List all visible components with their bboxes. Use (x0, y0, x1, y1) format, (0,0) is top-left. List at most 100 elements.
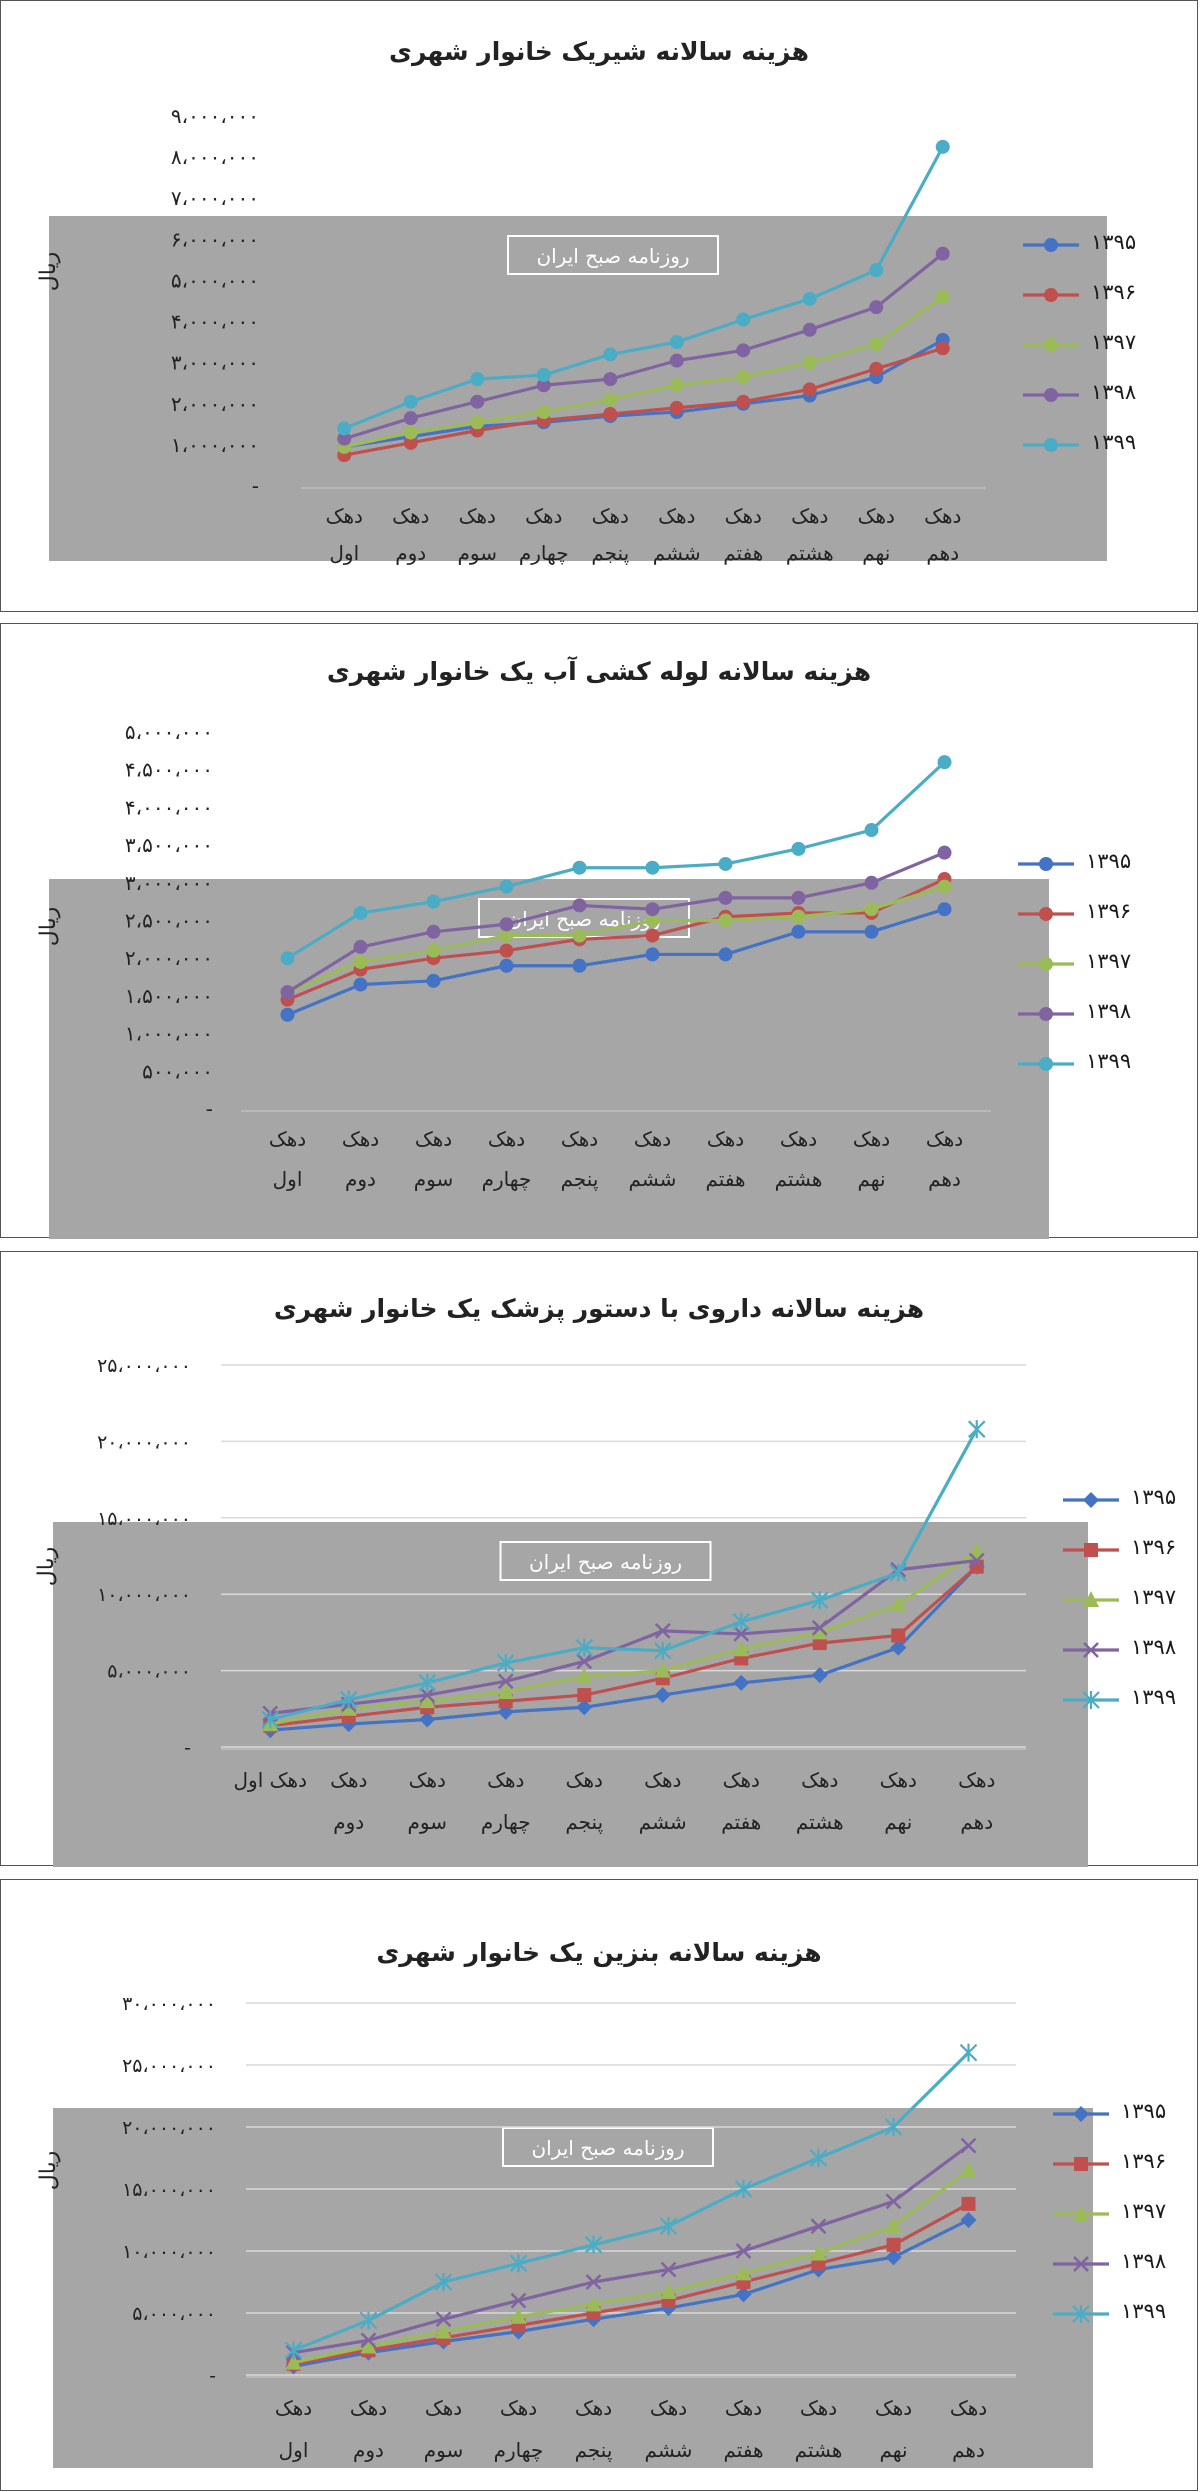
data-point (284, 2341, 303, 2360)
data-point (497, 1682, 514, 1699)
data-point (734, 2180, 753, 2198)
data-point (669, 378, 684, 393)
data-point (810, 1591, 829, 1610)
legend-label: ۱۳۹۶ (1091, 280, 1137, 304)
series-line (293, 2144, 970, 2355)
x-tick-label: دهک (926, 1127, 963, 1151)
data-point (935, 289, 950, 304)
data-point (496, 1653, 515, 1672)
data-point (645, 902, 660, 917)
data-point (968, 1552, 985, 1569)
watermark-label-box (507, 235, 719, 275)
y-axis-ticks: ۳۰،۰۰۰،۰۰۰ ۲۵،۰۰۰،۰۰۰ ۲۰،۰۰۰،۰۰۰ ۱۵،۰۰۰،۰۰۰… (122, 1993, 1016, 2387)
y-tick-label: ۲،۰۰۰،۰۰۰ (125, 946, 213, 970)
chart-2-svg: روزنامه صبح ایران ۵،۰۰۰،۰۰۰ ۴،۵۰۰،۰۰۰ ۴،۰۰۰… (49, 720, 1049, 1239)
y-tick-label: ۸،۰۰۰،۰۰۰ (171, 145, 259, 169)
data-point (419, 1711, 436, 1728)
x-tick-label: اول (329, 541, 359, 565)
data-point (603, 372, 618, 387)
data-point (718, 856, 733, 871)
chart-2-title: هزینه سالانه لوله کشی آب یک خانوار شهری (326, 657, 872, 686)
y-tick-label: ۱۵،۰۰۰،۰۰۰ (122, 2179, 216, 2201)
series-3 (262, 1542, 985, 1732)
legend-swatch (1063, 1591, 1119, 1607)
data-point (659, 2217, 678, 2236)
data-point (585, 2274, 602, 2290)
data-point (360, 2337, 377, 2354)
legend-label: ۱۳۹۸ (1086, 999, 1132, 1023)
x-tick-label: دهک (880, 1768, 917, 1792)
data-point (435, 2311, 452, 2328)
data-point (890, 1595, 907, 1612)
legend-marker (1084, 1543, 1098, 1557)
data-point (280, 985, 295, 1000)
legend-swatch (1053, 2106, 1109, 2122)
data-point (733, 1640, 750, 1657)
legend-swatch (1023, 388, 1079, 402)
chart-3-svg: روزنامه صبح ایران ۲۵،۰۰۰،۰۰۰ ۲۰،۰۰۰،۰۰۰ ۱۵،… (53, 1355, 1088, 1867)
data-point (960, 2161, 977, 2178)
series-line (293, 2169, 970, 2365)
legend-label: ۱۳۹۹ (1086, 1049, 1132, 1073)
watermark: روزنامه صبح ایران (49, 879, 1049, 1239)
y-axis-ticks: ۲۵،۰۰۰،۰۰۰ ۲۰،۰۰۰،۰۰۰ ۱۵،۰۰۰،۰۰۰ ۱۰،۰۰۰،۰۰۰… (97, 1355, 1026, 1759)
x-tick-label: دهک (566, 1768, 603, 1792)
legend-marker (1039, 1007, 1053, 1021)
x-tick-label: دهک (801, 1768, 838, 1792)
data-point (499, 943, 514, 958)
series-line (293, 2202, 970, 2366)
x-axis-ticks: دهک اول دهک دوم دهک سوم دهک چهارم دهک پنجم دهک ششم د… (275, 2396, 987, 2463)
watermark-label-box (499, 1541, 712, 1581)
watermark-band (49, 879, 1049, 1239)
data-point (937, 755, 952, 770)
x-tick-label: دهک (415, 1127, 452, 1151)
data-point (603, 407, 618, 422)
chart-panel-1: روزنامه صبح ایران ۹،۰۰۰،۰۰۰ ۸،۰۰۰،۰۰۰ ۷،۰۰۰… (0, 0, 1198, 612)
data-point (353, 905, 368, 920)
legend-swatch (1018, 957, 1074, 971)
data-point (426, 943, 441, 958)
data-point (811, 1619, 828, 1636)
x-axis-ticks: دهک اول دهک دوم دهک سوم دهک چهارم دهک پنجم دهک ششم… (234, 1768, 996, 1835)
y-tick-label: - (206, 1097, 213, 1121)
x-tick-label: دهک (275, 2396, 312, 2420)
y-tick-label: - (252, 474, 259, 498)
data-point (736, 312, 751, 327)
legend-marker (1073, 2256, 1089, 2272)
data-point (733, 1674, 750, 1691)
y-tick-label: ۵،۰۰۰،۰۰۰ (125, 720, 213, 744)
data-point (791, 841, 806, 856)
data-point (864, 823, 879, 838)
x-tick-label: ششم (629, 1167, 677, 1191)
y-axis-ticks: ۵،۰۰۰،۰۰۰ ۴،۵۰۰،۰۰۰ ۴،۰۰۰،۰۰۰ ۳،۵۰۰،۰۰۰ ۳،۰۰… (125, 720, 213, 1121)
x-tick-label: دهک (875, 2396, 912, 2420)
legend-marker (1083, 1642, 1099, 1658)
x-tick-label: دهک (780, 1127, 817, 1151)
x-tick-label: دهک (326, 504, 363, 528)
legend-marker (1072, 2305, 1090, 2323)
chart-3-title: هزینه سالانه داروی با دستور پزشک یک خانو… (273, 1294, 925, 1323)
data-point (499, 958, 514, 973)
data-point (935, 139, 950, 154)
data-point (735, 2286, 752, 2303)
data-point (280, 1007, 295, 1022)
x-tick-label: دهک (958, 1768, 995, 1792)
legend-swatch (1023, 288, 1079, 302)
series-line (343, 346, 944, 457)
data-point (791, 909, 806, 924)
data-point (426, 973, 441, 988)
series-5 (261, 1420, 986, 1729)
legend-marker (1044, 438, 1058, 452)
x-tick-label: دهک (269, 1127, 306, 1151)
data-point (802, 322, 817, 337)
data-point (669, 400, 684, 415)
watermark: روزنامه صبح ایران (49, 216, 1107, 561)
legend-label: ۱۳۹۹ (1131, 1685, 1177, 1709)
legend-marker (1039, 1057, 1053, 1071)
data-point (470, 372, 485, 387)
data-point (403, 394, 418, 409)
data-point (864, 875, 879, 890)
chart-panel-2: روزنامه صبح ایران ۵،۰۰۰،۰۰۰ ۴،۵۰۰،۰۰۰ ۴،۰۰۰… (0, 623, 1198, 1239)
data-point (886, 2237, 901, 2252)
series-5 (284, 2043, 978, 2360)
